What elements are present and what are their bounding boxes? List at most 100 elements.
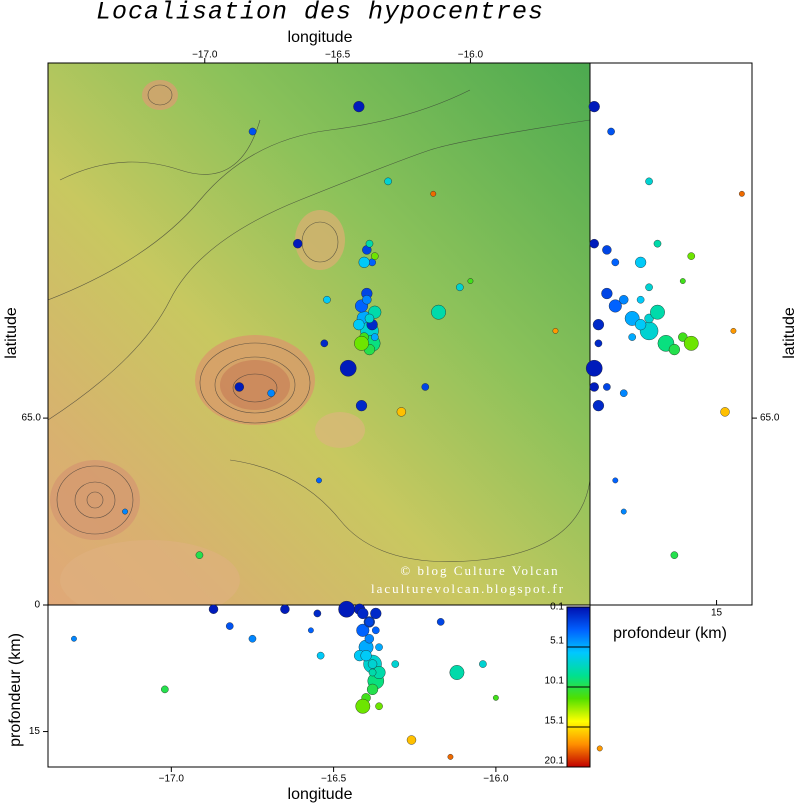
hypocenter-depth-lon [371,626,380,635]
hypocenter-depth-lat [588,101,600,113]
depth-tick-label: 15 [711,608,723,619]
colorbar-tick-label: 5.1 [550,636,564,647]
hypocenter-depth-lon [391,660,400,668]
hypocenter [467,278,474,284]
colorbar-tick-label: 15.1 [545,716,565,727]
hypocenter-depth-lon [375,702,383,711]
hypocenter [430,190,437,197]
hypocenter-depth-lon [447,753,454,760]
hypocenter-depth-lat [668,343,680,356]
x-tick-label: −16.5 [325,50,351,61]
hypocenter-depth-lon [208,604,219,614]
hypocenter-depth-lat [683,335,699,351]
hypocenter-depth-lat [611,258,620,267]
y-axis-label: latitude [781,307,798,359]
hypocenter-depth-lat [650,304,665,320]
hypocenter [421,383,430,391]
x-tick-label: −17.0 [192,50,218,61]
hypocenter [267,389,275,397]
hypocenter [364,313,375,324]
hypocenter-depth-lon [367,659,378,669]
hypocenter-depth-lon [364,617,375,627]
hypocenter [353,319,365,331]
hypocenter-depth-lon [280,604,290,614]
hypocenter [316,477,322,484]
hypocenter-depth-lon [492,694,499,701]
hypocenter-depth-lon [307,627,314,634]
depth-tick-label: 0 [34,600,40,611]
hypocenter-depth-lat [589,382,599,392]
hypocenter-depth-lon [357,607,369,620]
hypocenter-depth-lat [720,407,730,417]
colorbar-tick-label: 20.1 [545,756,565,767]
hypocenter-depth-lat [620,508,627,515]
colorbar-tick-label: 0.1 [550,602,564,613]
hypocenter-depth-lat [635,256,647,268]
hypocenter [323,295,331,304]
hypocenter-depth-lat [730,327,737,334]
x-axis-label: longitude [288,29,353,46]
x-tick-label: −16.0 [483,774,509,785]
y-axis-label: latitude [3,307,20,359]
hypocenter-depth-lon [338,600,355,618]
hypocenter-depth-lon [225,622,234,630]
x-tick-label: −16.0 [458,50,484,61]
colorbar-label: profondeur (km) [613,625,727,642]
hypocenter [195,551,204,559]
hypocenter-depth-lat [670,551,679,559]
hypocenter [293,238,303,249]
hypocenter-depth-lat [619,389,628,397]
hypocenter-depth-lon [360,650,372,662]
hypocenter-depth-lon [436,618,445,626]
hypocenter-depth-lon [596,745,603,752]
hypocenter [370,333,379,341]
hypocenter-depth-lat [594,339,603,348]
y-tick-label: 65.0 [22,413,42,424]
hypocenter-depth-lon [355,698,371,714]
hypocenter-depth-lat [592,319,605,331]
hypocenter-depth-lon [368,668,377,677]
depth-axis-label: profondeur (km) [7,633,24,747]
hypocenter-depth-lat [612,477,619,484]
hypocenter-depth-lon [479,660,487,668]
hypocenter-depth-lat [619,295,629,305]
hypocenter-depth-lat [628,333,636,341]
latitude-section-frame [589,62,753,606]
hypocenter-depth-lat [645,177,653,186]
hypocenter [355,400,368,412]
hypocenter [362,295,372,305]
hypocenter [320,339,329,348]
hypocenter-depth-lat [601,287,613,300]
hypocenter [248,127,257,136]
hypocenter-depth-lat [589,238,599,249]
hypocenter [552,327,559,334]
x-axis-label: longitude [288,786,353,803]
hypocenter [339,359,357,377]
watermark: © blog Culture Volcan [400,563,559,578]
title: Localisation des hypocentres [96,0,544,27]
watermark: laculturevolcan.blogspot.fr [371,581,565,596]
hypocenter-depth-lat [585,359,603,377]
hypocenter-depth-lon [161,685,169,694]
hypocenter [456,283,464,292]
hypocenter-depth-lat [635,319,647,331]
hypocenter-depth-lat [687,252,696,260]
hypocenter [370,252,379,260]
hypocenter [354,335,369,351]
hypocenter-depth-lat [603,383,611,391]
hypocenter [384,177,392,186]
longitude-section-frame [47,604,591,768]
hypocenter-depth-lon [366,683,379,695]
hypocenter-depth-lon [71,635,77,642]
hypocenter [431,304,446,320]
hypocenter-depth-lat [636,295,645,304]
hypocenter-depth-lon [375,643,383,651]
hypocenter-depth-lon [406,735,417,745]
hypocenter [358,256,370,268]
hypocenter-depth-lat [645,283,653,292]
hypocenter-depth-lon [356,623,370,637]
hypocenter-depth-lat [602,245,612,255]
terrain [48,63,590,605]
hypocenter [234,382,244,392]
